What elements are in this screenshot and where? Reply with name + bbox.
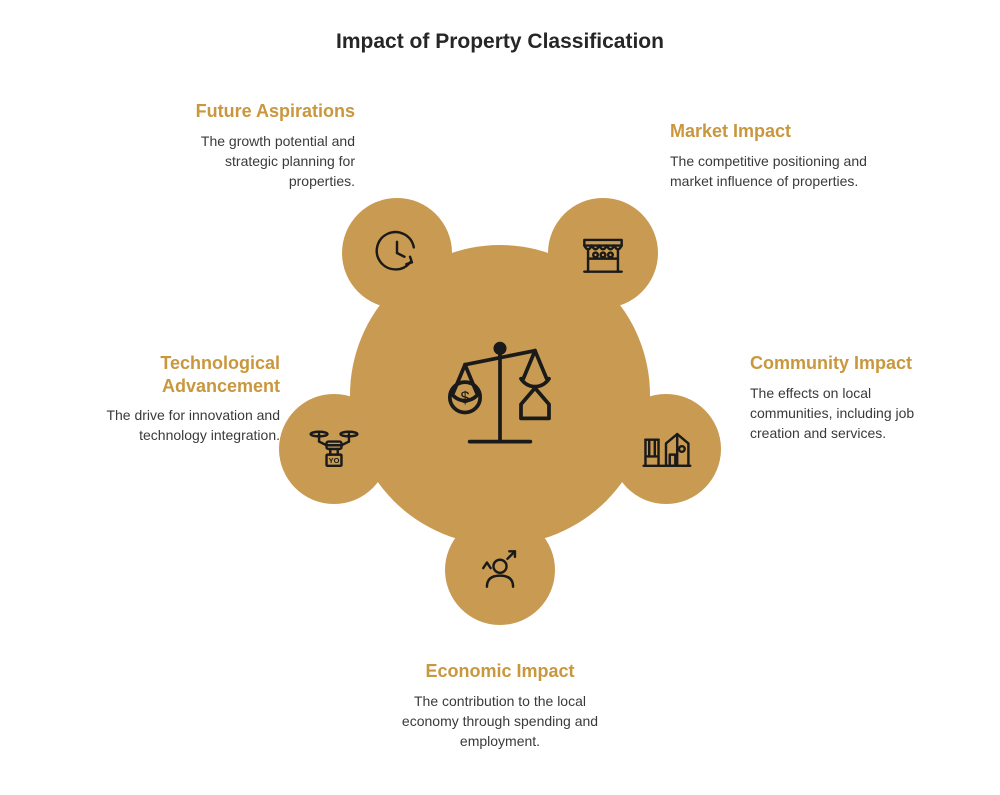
- petal-economic: [445, 515, 555, 625]
- petal-market: [548, 198, 658, 308]
- node-future: Future Aspirations The growth potential …: [165, 100, 355, 191]
- node-economic: Economic Impact The contribution to the …: [400, 660, 600, 751]
- node-title: Future Aspirations: [165, 100, 355, 123]
- node-desc: The effects on local communities, includ…: [750, 383, 950, 444]
- node-desc: The contribution to the local economy th…: [400, 691, 600, 752]
- node-title: Market Impact: [670, 120, 880, 143]
- clock-arrow-icon: [369, 225, 425, 281]
- node-desc: The drive for innovation and technology …: [90, 405, 280, 446]
- petal-future: [342, 198, 452, 308]
- node-title: Technological Advancement: [90, 352, 280, 397]
- node-title: Economic Impact: [400, 660, 600, 683]
- node-market: Market Impact The competitive positionin…: [670, 120, 880, 191]
- node-tech: Technological Advancement The drive for …: [90, 352, 280, 446]
- drone-icon: YO: [306, 421, 362, 477]
- market-stall-icon: [575, 225, 631, 281]
- scale-house-icon: $: [430, 325, 570, 465]
- person-growth-icon: [472, 542, 528, 598]
- petal-tech: YO: [279, 394, 389, 504]
- node-desc: The competitive positioning and market i…: [670, 151, 880, 192]
- diagram-title: Impact of Property Classification: [0, 30, 1000, 54]
- petal-community: [611, 394, 721, 504]
- node-desc: The growth potential and strategic plann…: [165, 131, 355, 192]
- node-community: Community Impact The effects on local co…: [750, 352, 950, 443]
- svg-text:YO: YO: [328, 456, 339, 465]
- svg-text:$: $: [460, 389, 469, 407]
- playground-icon: [638, 421, 694, 477]
- node-title: Community Impact: [750, 352, 950, 375]
